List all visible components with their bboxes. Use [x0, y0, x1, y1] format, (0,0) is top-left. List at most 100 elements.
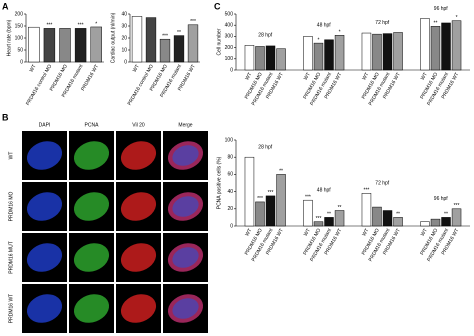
tissue: [120, 141, 157, 170]
y-axis-label: Cell number: [216, 28, 222, 55]
y-tick-label: 10: [121, 47, 127, 53]
bar: [244, 45, 255, 71]
x-tick-label: WT: [420, 228, 429, 238]
bar: [393, 217, 403, 227]
significance-label: ***: [162, 34, 168, 40]
y-tick-label: 60: [227, 172, 233, 178]
group-label: 28 hpf: [258, 145, 273, 151]
bar: [265, 45, 276, 71]
bar: [361, 32, 372, 71]
tissue-overlay: [172, 298, 199, 319]
group-label: 72 hpf: [375, 20, 390, 26]
bar: [382, 210, 393, 227]
significance-label: **: [338, 205, 342, 211]
tissue: [120, 243, 157, 272]
y-tick-label: 150: [15, 23, 24, 29]
y-tick-label: 40: [121, 11, 127, 17]
significance-label: ***: [305, 195, 311, 201]
bar: [173, 35, 185, 63]
y-tick-label: 100: [225, 137, 234, 143]
bar: [244, 156, 255, 227]
significance-label: ***: [46, 23, 52, 29]
bar: [43, 28, 56, 63]
tissue: [73, 141, 110, 170]
y-tick-label: 100: [15, 35, 24, 41]
bar: [313, 221, 324, 227]
significance-label: **: [396, 212, 400, 218]
y-tick-label: 20: [227, 206, 233, 212]
y-tick-label: 0: [230, 67, 233, 73]
bar: [265, 195, 276, 227]
significance-label: **: [327, 212, 331, 218]
significance-label: ***: [268, 190, 274, 196]
group-label: 48 hpf: [317, 188, 332, 194]
bar: [393, 32, 403, 71]
group-label: 96 hpf: [434, 6, 449, 12]
y-tick-label: 200: [225, 45, 234, 51]
x-tick-label: WT: [244, 228, 253, 238]
significance-label: *: [456, 15, 458, 21]
group-label: 28 hpf: [258, 33, 273, 39]
significance-label: **: [177, 30, 181, 36]
significance-label: ***: [190, 19, 196, 25]
bar: [451, 208, 462, 227]
bar: [255, 46, 265, 71]
bar: [145, 17, 157, 63]
bar: [59, 28, 71, 63]
tissue: [120, 192, 157, 221]
tissue-overlay: [172, 145, 199, 166]
tissue-overlay: [172, 196, 199, 217]
bar: [276, 48, 286, 71]
y-tick-label: 100: [225, 56, 234, 62]
panel-letter: B: [2, 112, 9, 122]
tissue: [73, 294, 110, 323]
bar: [372, 206, 382, 227]
bar: [372, 33, 382, 71]
y-tick-label: 50: [17, 47, 23, 53]
group-label: 72 hpf: [375, 181, 390, 187]
column-label: Merge: [178, 122, 192, 128]
x-tick-label: WT: [361, 228, 370, 238]
bar: [451, 20, 462, 71]
bar: [28, 26, 40, 63]
row-label: PRDM16 MUT: [8, 241, 14, 274]
panel-letter: A: [2, 1, 9, 11]
group-label: 48 hpf: [317, 23, 332, 29]
significance-label: *: [318, 37, 320, 43]
tissue: [26, 141, 63, 170]
y-axis-label: PCNA positive cells (%): [216, 156, 222, 209]
tissue: [26, 294, 63, 323]
y-tick-label: 0: [230, 223, 233, 229]
row-label: WT: [8, 152, 14, 160]
significance-label: **: [434, 21, 438, 27]
tissue-overlay: [172, 247, 199, 268]
x-tick-label: WT: [132, 64, 141, 74]
x-tick-label: WT: [303, 72, 312, 82]
tissue: [120, 294, 157, 323]
bar: [187, 24, 199, 63]
bar: [159, 38, 171, 63]
bar: [361, 193, 372, 227]
y-tick-label: 500: [225, 11, 234, 17]
y-tick-label: 0: [124, 59, 127, 65]
y-axis-label: Cardiac output (nl/min): [110, 12, 116, 63]
column-label: PCNA: [85, 122, 100, 128]
y-tick-label: 20: [121, 35, 127, 41]
x-tick-label: WT: [420, 72, 429, 82]
y-tick-label: 200: [15, 11, 24, 17]
bar: [303, 199, 313, 227]
bar: [324, 39, 334, 71]
x-tick-label: WT: [361, 72, 370, 82]
significance-label: **: [444, 212, 448, 218]
significance-label: *: [95, 21, 97, 27]
significance-label: ***: [78, 23, 84, 29]
bar: [441, 217, 451, 227]
bar: [334, 35, 345, 71]
x-tick-label: WT: [29, 64, 38, 74]
bar: [441, 22, 451, 71]
bar: [324, 217, 334, 227]
bar: [313, 42, 324, 71]
bar: [303, 36, 313, 71]
significance-label: ***: [316, 216, 322, 222]
